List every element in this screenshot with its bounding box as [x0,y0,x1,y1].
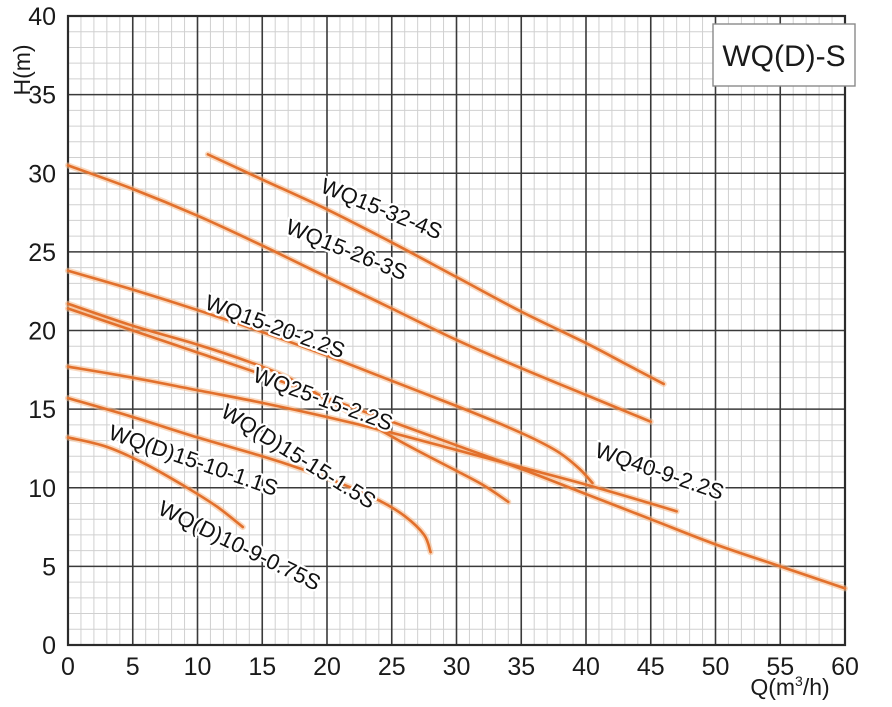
y-axis-title: H(m) [9,44,35,95]
x-tick-label: 30 [443,653,471,681]
chart-title-text: WQ(D)-S [722,40,845,73]
x-tick-label: 40 [572,653,600,681]
curve-line [66,269,594,485]
y-tick-label: 5 [42,553,56,581]
curve-line [66,396,432,554]
curve-line [66,164,653,424]
x-tick-label: 0 [61,653,75,681]
x-tick-label: 5 [126,653,140,681]
y-tick-label: 40 [28,3,56,31]
x-tick-label: 55 [766,653,794,681]
x-tick-label: 25 [378,653,406,681]
curve-series-group [65,151,848,592]
y-tick-label: 10 [28,475,56,503]
x-axis-title-base: Q(m [750,674,795,700]
y-tick-label: 15 [28,396,56,424]
curve-line [66,307,847,590]
x-axis-title-superscript: 3 [795,673,803,689]
x-tick-label: 50 [702,653,730,681]
curve-line [66,365,678,513]
x-tick-label: 35 [507,653,535,681]
curve-line [66,302,510,504]
y-tick-label: 20 [28,318,56,346]
curve-label: WQ(D)10-9-0.75S [152,493,327,598]
y-tick-label: 35 [28,82,56,110]
title-box-background [712,23,856,87]
plot-border [66,14,847,647]
curve-label-text: WQ(D)10-9-0.75S [154,495,324,595]
axis-frame [66,14,847,647]
x-axis-tick-labels: 0 5 10 15 20 25 30 35 40 45 50 55 60 [61,653,859,681]
y-tick-label: 30 [28,160,56,188]
y-tick-label: 25 [28,239,56,267]
curve-line [206,153,665,386]
y-tick-label: 0 [42,632,56,660]
x-tick-label: 60 [831,653,859,681]
chart-title-box: WQ(D)-S [712,23,856,87]
curve-line [66,436,245,529]
y-axis-tick-labels: 0 5 10 15 20 25 30 35 40 [28,3,56,660]
x-tick-label: 10 [184,653,212,681]
x-tick-label: 20 [313,653,341,681]
x-tick-label: 45 [637,653,665,681]
x-axis-title-tail: /h) [803,674,830,700]
axis-titles-group: H(m) Q(m3/h) [9,44,830,700]
x-tick-label: 15 [248,653,276,681]
x-axis-title: Q(m3/h) [750,673,829,700]
